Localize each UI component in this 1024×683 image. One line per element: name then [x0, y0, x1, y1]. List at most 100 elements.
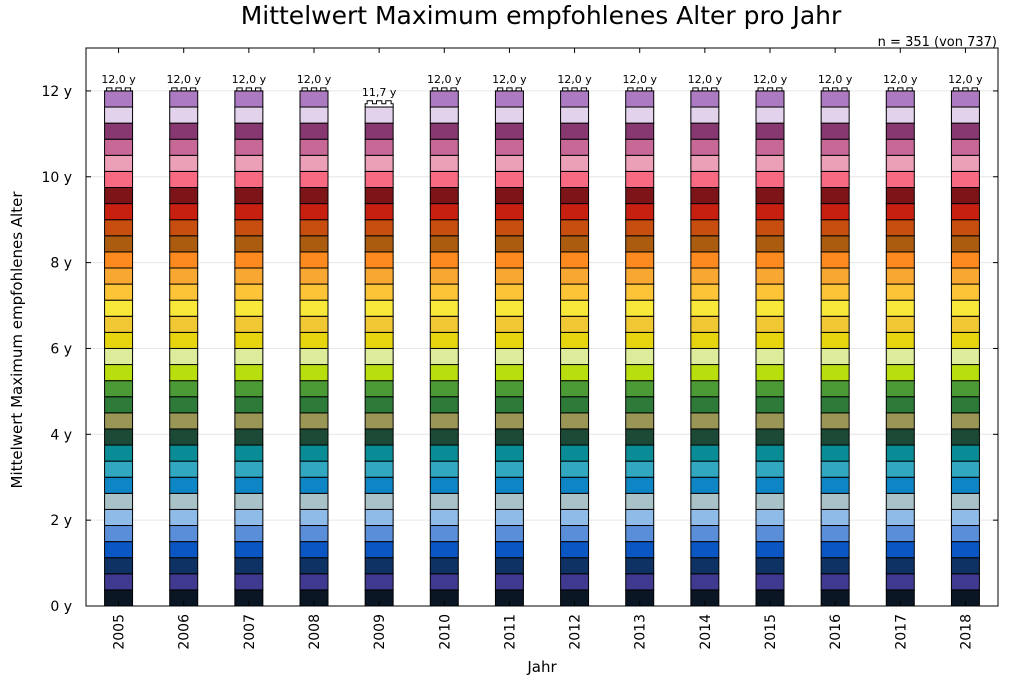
- bar-segment: [494, 492, 524, 510]
- bar-segment: [625, 331, 655, 349]
- bar-segment: [364, 412, 394, 430]
- bar-segment: [494, 331, 524, 349]
- bar-segment: [299, 170, 329, 188]
- bar-segment: [494, 219, 524, 237]
- bar-segment: [234, 557, 264, 575]
- bar-segment: [560, 170, 590, 188]
- bar-segment: [234, 525, 264, 543]
- bar-segment: [625, 364, 655, 382]
- bar-segment: [950, 283, 980, 301]
- bar-segment: [299, 380, 329, 398]
- bar-segment: [625, 315, 655, 333]
- bar-segment: [104, 364, 134, 382]
- bar-segment: [429, 154, 459, 172]
- bar-cap: [495, 87, 524, 92]
- value-label: 12,0 y: [688, 73, 723, 86]
- bar-segment: [494, 170, 524, 188]
- bar-segment: [429, 283, 459, 301]
- bar-segment: [755, 364, 785, 382]
- bar-segment: [755, 541, 785, 559]
- bar-segment: [429, 428, 459, 446]
- bar-segment: [494, 283, 524, 301]
- bar-segment: [820, 428, 850, 446]
- bar-segment: [104, 267, 134, 285]
- bar-segment: [429, 187, 459, 205]
- bar-segment: [234, 315, 264, 333]
- bar-segment: [560, 235, 590, 253]
- bar-segment: [494, 541, 524, 559]
- plot-frame: [85, 47, 999, 607]
- bar-segment: [560, 396, 590, 414]
- bar-segment: [299, 283, 329, 301]
- bar-segment: [494, 235, 524, 253]
- bar-segment: [494, 154, 524, 172]
- bar-segment: [690, 396, 720, 414]
- bar-segment: [820, 460, 850, 478]
- bar-segment: [234, 122, 264, 140]
- bar-segment: [560, 508, 590, 527]
- bar-segment: [625, 235, 655, 253]
- bar-segment: [950, 508, 980, 527]
- bar-segment: [560, 380, 590, 398]
- bar-segment: [104, 170, 134, 188]
- bar-segment: [234, 90, 264, 108]
- bar-segment: [950, 235, 980, 253]
- bar-segment: [950, 203, 980, 221]
- bar-segment: [104, 219, 134, 237]
- bar-segment: [429, 219, 459, 237]
- bar-segment: [560, 347, 590, 366]
- bar-segment: [494, 267, 524, 285]
- bar-segment: [560, 219, 590, 237]
- bar-segment: [169, 154, 199, 172]
- bar-segment: [234, 412, 264, 430]
- bar-segment: [104, 299, 134, 317]
- bar-segment: [560, 541, 590, 559]
- x-tick-label: 2005: [112, 614, 128, 650]
- bar-segment: [169, 90, 199, 108]
- bar-2013: [625, 87, 655, 607]
- bar-2007: [234, 87, 264, 607]
- bar-segment: [234, 235, 264, 253]
- bar-segment: [560, 331, 590, 349]
- y-tick-label: 8 y: [50, 256, 72, 272]
- bar-segment: [820, 331, 850, 349]
- bar-segment: [429, 315, 459, 333]
- bar-segment: [950, 267, 980, 285]
- bar-segment: [885, 251, 915, 269]
- bar-segment: [299, 412, 329, 430]
- bar-segment: [820, 235, 850, 253]
- bar-segment: [690, 380, 720, 398]
- bar-segment: [885, 90, 915, 108]
- bar-segment: [169, 251, 199, 269]
- bar-2010: [429, 87, 459, 607]
- bar-segment: [299, 331, 329, 349]
- bar-segment: [234, 380, 264, 398]
- bar-segment: [560, 122, 590, 140]
- bar-segment: [755, 203, 785, 221]
- bar-segment: [625, 541, 655, 559]
- bar-segment: [690, 106, 720, 124]
- y-axis-label: Mittelwert Maximum empfohlenes Alter: [8, 191, 26, 489]
- x-tick-label: 2009: [372, 614, 388, 650]
- bar-segment: [755, 235, 785, 253]
- bar-segment: [820, 364, 850, 382]
- bar-segment: [690, 122, 720, 140]
- bar-segment: [299, 541, 329, 559]
- bar-segment: [429, 235, 459, 253]
- bar-segment: [755, 90, 785, 108]
- bar-2008: [299, 87, 329, 607]
- bar-segment: [299, 444, 329, 462]
- bar-segment: [429, 460, 459, 478]
- bar-segment: [234, 428, 264, 446]
- bar-segment: [820, 315, 850, 333]
- x-tick-label: 2014: [698, 614, 714, 650]
- bar-segment: [104, 106, 134, 124]
- bar-segment: [169, 525, 199, 543]
- bar-segment: [560, 154, 590, 172]
- bar-segment: [299, 492, 329, 510]
- bar-segment: [885, 364, 915, 382]
- bar-segment: [169, 380, 199, 398]
- bar-segment: [169, 267, 199, 285]
- bar-segment: [104, 412, 134, 430]
- bar-segment: [625, 508, 655, 527]
